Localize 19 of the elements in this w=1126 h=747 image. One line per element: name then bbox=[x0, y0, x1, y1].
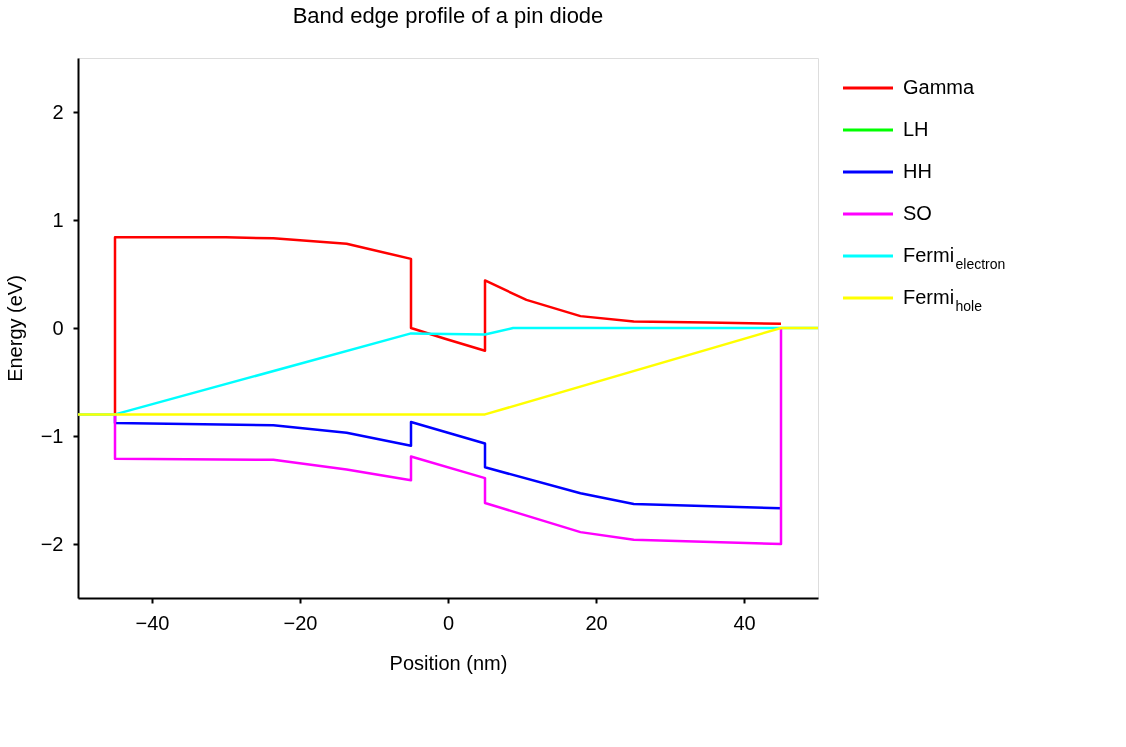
x-tick-label: 0 bbox=[442, 611, 455, 634]
y-tick-label: −2 bbox=[40, 532, 64, 555]
y-tick-label: 0 bbox=[52, 316, 64, 339]
x-axis-title: Position (nm) bbox=[389, 651, 508, 674]
x-tick-label: −20 bbox=[283, 611, 318, 634]
chart-title: Band edge profile of a pin diode bbox=[292, 3, 604, 28]
x-tick-label: −40 bbox=[135, 611, 170, 634]
y-tick-label: 1 bbox=[52, 208, 64, 231]
x-tick-label: 20 bbox=[585, 611, 608, 634]
line-series bbox=[113, 326, 783, 546]
y-axis-title: Energy (eV) bbox=[3, 275, 26, 382]
legend-label: SO bbox=[903, 202, 932, 224]
y-tick-label: 2 bbox=[52, 100, 64, 123]
legend-label: HH bbox=[903, 160, 932, 182]
legend-label: Gamma bbox=[903, 76, 975, 98]
line-series bbox=[113, 236, 783, 416]
legend-label: LH bbox=[903, 118, 929, 140]
x-tick-label: 40 bbox=[733, 611, 756, 634]
y-tick-label: −1 bbox=[40, 424, 64, 447]
